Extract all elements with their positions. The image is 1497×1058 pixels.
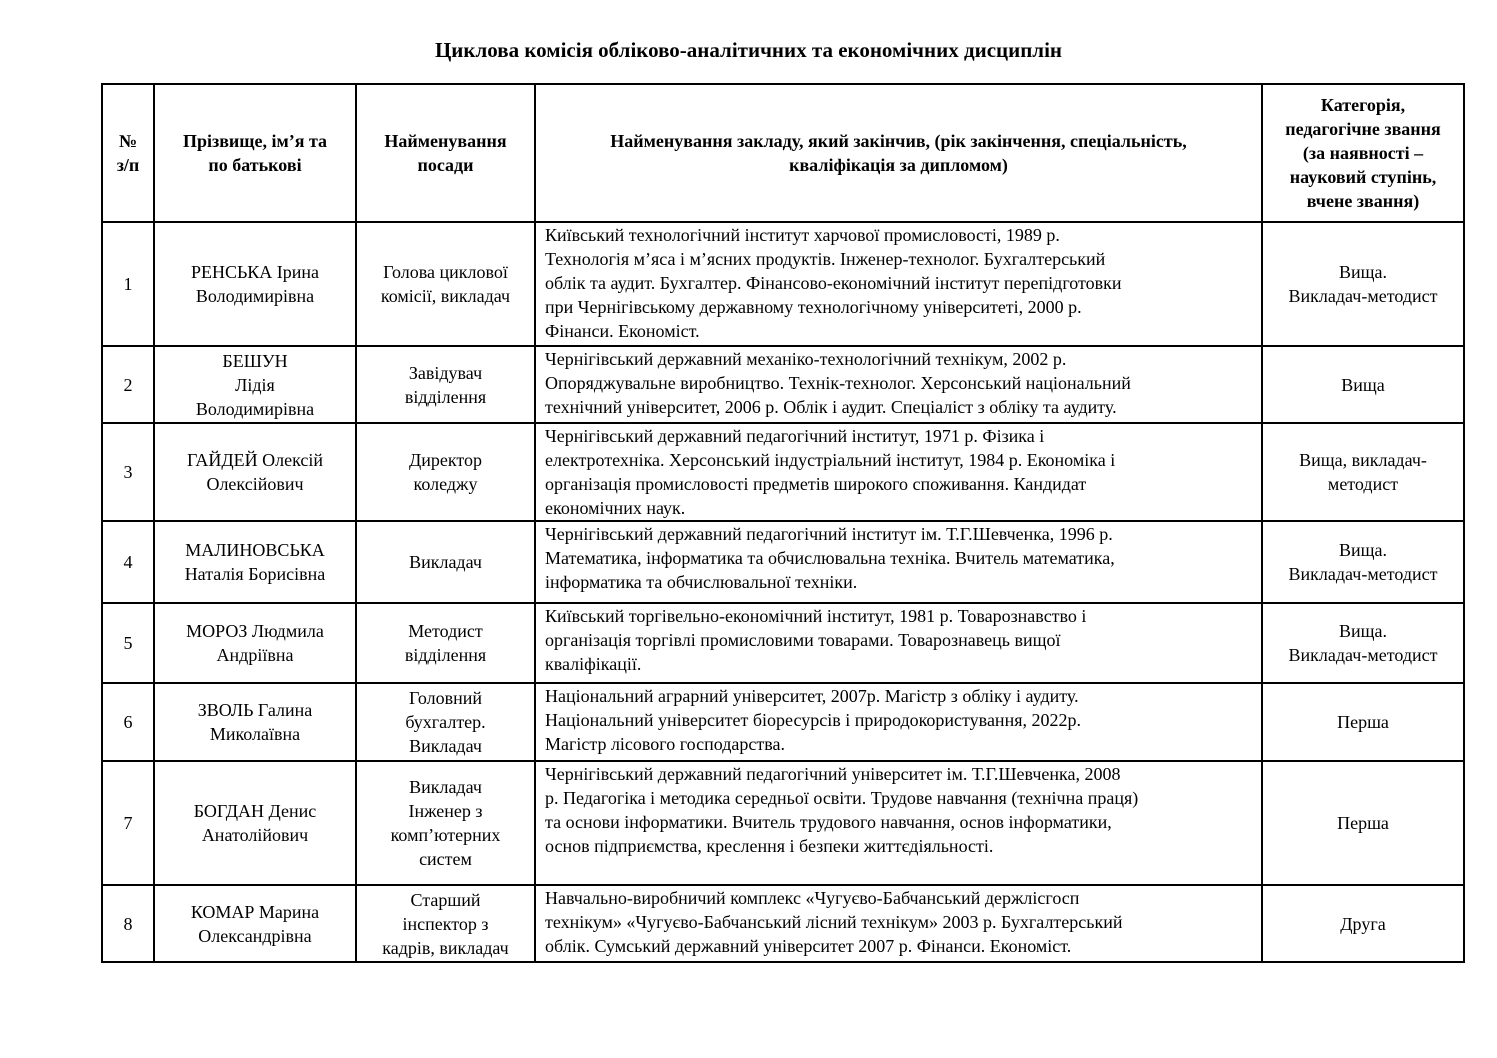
table-row: 7 БОГДАН Денис Анатолійович Викладач Інжен…	[101, 760, 1465, 886]
staff-position: Голова циклової комісії, викладач	[355, 221, 536, 347]
staff-name: РЕНСЬКА Ірина Володимирівна	[153, 221, 357, 347]
staff-education: Національний аграрний університет, 2007р…	[534, 682, 1263, 762]
staff-category: Вища. Викладач-методист	[1261, 221, 1465, 347]
staff-name: МОРОЗ Людмила Андріївна	[153, 602, 357, 684]
staff-position: Директор коледжу	[355, 422, 536, 522]
staff-position: Викладач	[355, 520, 536, 604]
staff-position: Завідувач відділення	[355, 345, 536, 424]
staff-position: Головний бухгалтер. Викладач	[355, 682, 536, 762]
row-number: 6	[101, 682, 155, 762]
staff-position: Викладач Інженер з комп’ютерних систем	[355, 760, 536, 886]
header-category: Категорія, педагогічне звання (за наявно…	[1261, 83, 1465, 223]
staff-education: Чернігівський державний педагогічний уні…	[534, 760, 1263, 886]
page-title: Циклова комісія обліково-аналітичних та …	[434, 38, 1063, 62]
header-number: № з/п	[101, 83, 155, 223]
staff-name: ЗВОЛЬ Галина Миколаївна	[153, 682, 357, 762]
staff-name: КОМАР Марина Олександрівна	[153, 884, 357, 963]
staff-education: Київський технологічний інститут харчово…	[534, 221, 1263, 347]
row-number: 4	[101, 520, 155, 604]
header-row: № з/п Прізвище, ім’я та по батькові Найм…	[101, 83, 1465, 223]
table-row: 2 БЕШУН Лідія Володимирівна Завідувач відд…	[101, 345, 1465, 424]
staff-name: БОГДАН Денис Анатолійович	[153, 760, 357, 886]
staff-category: Перша	[1261, 760, 1465, 886]
staff-category: Вища. Викладач-методист	[1261, 602, 1465, 684]
row-number: 1	[101, 221, 155, 347]
table-row: 6 ЗВОЛЬ Галина Миколаївна Головний бухгалт…	[101, 682, 1465, 762]
row-number: 3	[101, 422, 155, 522]
staff-position: Методист відділення	[355, 602, 536, 684]
staff-position: Старший інспектор з кадрів, викладач	[355, 884, 536, 963]
header-position: Найменування посади	[355, 83, 536, 223]
staff-education: Чернігівський державний педагогічний інс…	[534, 422, 1263, 522]
staff-table: № з/п Прізвище, ім’я та по батькові Найм…	[101, 83, 1465, 963]
staff-category: Перша	[1261, 682, 1465, 762]
staff-name: МАЛИНОВСЬКА Наталія Борисівна	[153, 520, 357, 604]
row-number: 2	[101, 345, 155, 424]
staff-category: Вища. Викладач-методист	[1261, 520, 1465, 604]
staff-name: ГАЙДЕЙ Олексій Олексійович	[153, 422, 357, 522]
staff-category: Вища, викладач- методист	[1261, 422, 1465, 522]
staff-category: Друга	[1261, 884, 1465, 963]
row-number: 7	[101, 760, 155, 886]
staff-education: Київський торгівельно-економічний інстит…	[534, 602, 1263, 684]
table-row: 4 МАЛИНОВСЬКА Наталія Борисівна Викладач Че…	[101, 520, 1465, 604]
staff-category: Вища	[1261, 345, 1465, 424]
table-row: 3 ГАЙДЕЙ Олексій Олексійович Директор коле…	[101, 422, 1465, 522]
staff-education: Чернігівський державний механіко-техноло…	[534, 345, 1263, 424]
staff-education: Навчально-виробничий комплекс «Чугуєво-Б…	[534, 884, 1263, 963]
staff-education: Чернігівський державний педагогічний інс…	[534, 520, 1263, 604]
header-name: Прізвище, ім’я та по батькові	[153, 83, 357, 223]
table-row: 8 КОМАР Марина Олександрівна Старший інспе…	[101, 884, 1465, 963]
header-education: Найменування закладу, який закінчив, (рі…	[534, 83, 1263, 223]
staff-name: БЕШУН Лідія Володимирівна	[153, 345, 357, 424]
row-number: 5	[101, 602, 155, 684]
table-row: 1 РЕНСЬКА Ірина Володимирівна Голова цикло…	[101, 221, 1465, 347]
table-row: 5 МОРОЗ Людмила Андріївна Методист відділе…	[101, 602, 1465, 684]
row-number: 8	[101, 884, 155, 963]
